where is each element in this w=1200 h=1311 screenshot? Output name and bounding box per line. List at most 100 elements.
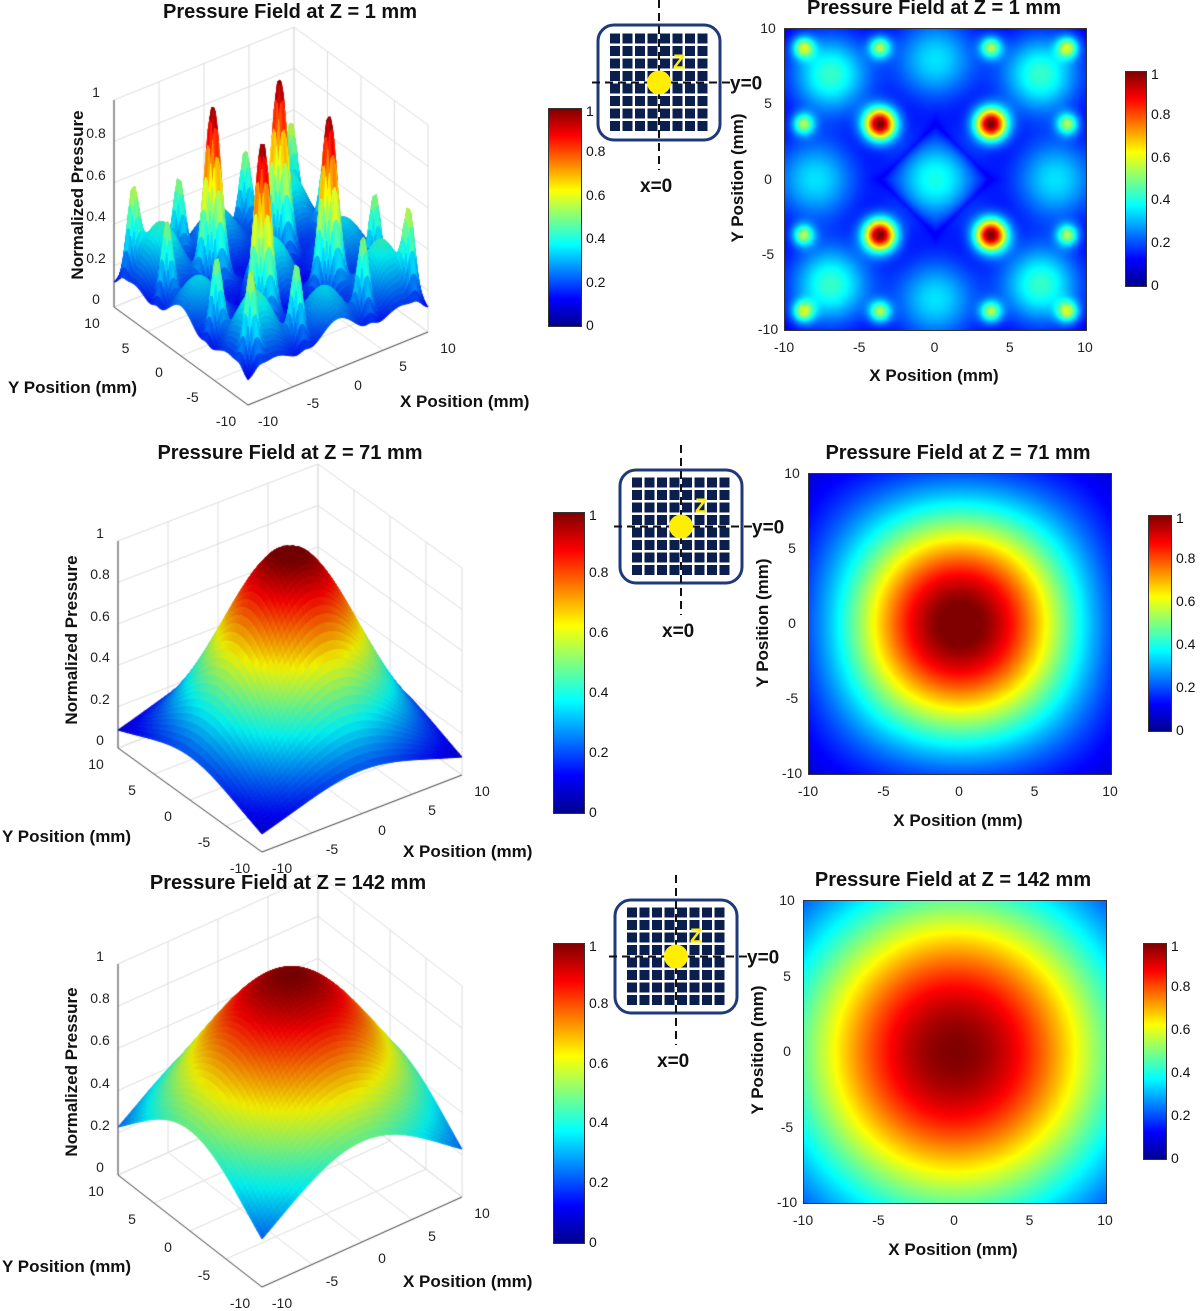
- y-tick-label: 5: [128, 782, 136, 798]
- y-tick-label: -10: [215, 413, 237, 429]
- y-tick-label: 10: [88, 1183, 104, 1199]
- transducer-element: [685, 46, 695, 56]
- heatmap-y-tick-label: -10: [757, 321, 779, 337]
- transducer-element: [622, 71, 633, 81]
- colorbar-tick-label: 0.4: [586, 230, 606, 247]
- heatmap-x-tick-label: 10: [1077, 339, 1093, 355]
- transducer-element: [719, 515, 730, 525]
- transducer-element: [685, 108, 695, 119]
- transducer-element: [669, 540, 680, 550]
- transducer-element: [719, 565, 730, 575]
- transducer-element: [652, 907, 662, 918]
- transducer-element: [685, 121, 695, 131]
- transducer-element: [660, 108, 670, 119]
- transducer-element: [664, 932, 675, 943]
- transducer-element: [632, 527, 642, 538]
- transducer-element: [714, 932, 725, 943]
- transducer-element: [689, 907, 700, 918]
- transducer-element: [644, 502, 655, 513]
- z-axis-marker: Z: [673, 52, 685, 74]
- transducer-element: [714, 907, 725, 918]
- z-tick-label: 0.8: [90, 990, 110, 1007]
- transducer-element: [660, 96, 670, 106]
- colorbar: [553, 943, 585, 1244]
- transducer-element: [694, 552, 705, 563]
- z-tick-label: 1: [96, 948, 104, 964]
- z-tick-label: 0.6: [86, 166, 106, 183]
- transducer-element: [672, 96, 683, 106]
- transducer-element: [657, 502, 667, 513]
- transducer-element: [677, 945, 687, 955]
- colorbar-tick-label: 0.2: [589, 744, 609, 760]
- transducer-element: [639, 970, 650, 980]
- y-tick-label: -5: [197, 1267, 211, 1283]
- colorbar-tick-label: 1: [589, 938, 597, 954]
- colorbar-tick-label: 0: [1176, 722, 1184, 738]
- transducer-element: [702, 957, 712, 968]
- transducer-element: [672, 58, 683, 69]
- colorbar-tick-label: 0.6: [589, 624, 609, 640]
- transducer-element: [635, 58, 645, 69]
- transducer-element: [694, 515, 705, 525]
- transducer-element: [697, 96, 708, 106]
- transducer-element: [677, 970, 687, 980]
- transducer-element: [685, 83, 695, 94]
- heatmap-x-tick-label: -10: [773, 339, 795, 355]
- colorbar-tick-label: 1: [1176, 510, 1184, 526]
- transducer-element: [707, 502, 717, 513]
- transducer-element: [635, 121, 645, 131]
- colorbar-tick-label: 0: [1151, 277, 1159, 293]
- transducer-element: [627, 920, 637, 930]
- transducer-element: [697, 58, 708, 69]
- z-tick-label: 0.8: [86, 125, 106, 142]
- transducer-element: [672, 46, 683, 56]
- heatmap-y-tick-label: 5: [788, 540, 796, 556]
- z-tick-label: 0.6: [90, 1032, 110, 1049]
- transducer-element: [685, 96, 695, 106]
- heatmap-x-tick-label: 5: [1025, 1212, 1034, 1228]
- transducer-outline: [613, 898, 739, 1015]
- transducer-element: [622, 108, 633, 119]
- transducer-element: [647, 121, 658, 131]
- colorbar-tick-label: 0: [589, 804, 597, 820]
- transducer-element: [719, 527, 730, 538]
- colorbar-tick-label: 0.2: [589, 1174, 609, 1191]
- transducer-element: [719, 502, 730, 513]
- transducer-element: [714, 920, 725, 930]
- x-tick-label: 0: [378, 1250, 386, 1266]
- y-zero-label: y=0: [730, 74, 762, 95]
- heatmap-x-tick-label: 0: [930, 339, 939, 355]
- transducer-element: [632, 477, 642, 488]
- transducer-element: [664, 982, 675, 993]
- transducer-element: [702, 920, 712, 930]
- transducer-element: [639, 945, 650, 955]
- transducer-element: [664, 970, 675, 980]
- transducer-element: [707, 552, 717, 563]
- colorbar-tick-label: 0.8: [589, 994, 609, 1011]
- z-tick-label: 0.8: [90, 566, 110, 583]
- colorbar: [1125, 71, 1147, 287]
- transducer-element: [632, 565, 642, 575]
- transducer-element: [689, 982, 700, 993]
- transducer-element: [652, 982, 662, 993]
- transducer-element: [689, 970, 700, 980]
- transducer-element: [635, 33, 645, 44]
- z-tick-label: 1: [92, 84, 100, 100]
- transducer-element: [660, 46, 670, 56]
- colorbar-tick-label: 0.2: [1151, 234, 1171, 251]
- heatmap-y-tick-label: -5: [785, 690, 799, 706]
- transducer-element: [714, 970, 725, 980]
- x-tick-label: -10: [271, 1295, 293, 1311]
- heatmap-y-tick-label: -10: [781, 765, 803, 781]
- transducer-element: [677, 907, 687, 918]
- transducer-element: [657, 490, 667, 500]
- transducer-element: [635, 71, 645, 81]
- x-zero-label: x=0: [662, 621, 694, 642]
- colorbar-tick-label: 0.2: [586, 273, 606, 290]
- y-zero-label: y=0: [752, 518, 784, 539]
- colorbar-tick-label: 1: [1171, 938, 1179, 954]
- x-tick-label: 10: [474, 1205, 490, 1221]
- x-tick-label: -5: [306, 394, 320, 411]
- heatmap-title: Pressure Field at Z = 71 mm: [825, 442, 1091, 464]
- transducer-element: [682, 527, 692, 538]
